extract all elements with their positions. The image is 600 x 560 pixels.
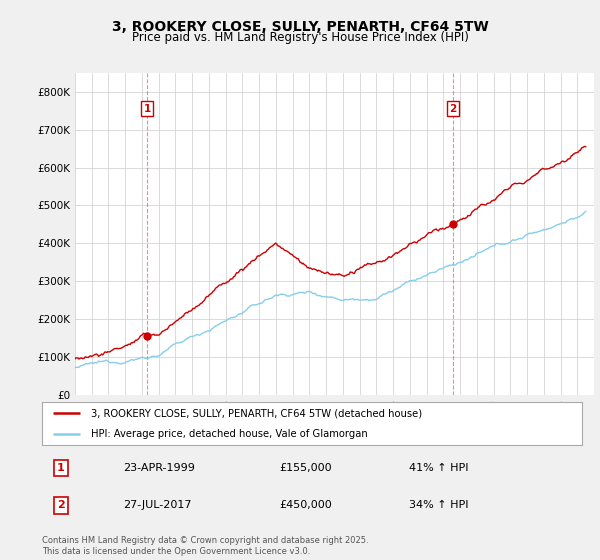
- Text: Contains HM Land Registry data © Crown copyright and database right 2025.
This d: Contains HM Land Registry data © Crown c…: [42, 536, 368, 556]
- Text: 27-JUL-2017: 27-JUL-2017: [123, 500, 191, 510]
- Text: 3, ROOKERY CLOSE, SULLY, PENARTH, CF64 5TW: 3, ROOKERY CLOSE, SULLY, PENARTH, CF64 5…: [112, 20, 488, 34]
- Text: 41% ↑ HPI: 41% ↑ HPI: [409, 463, 469, 473]
- Text: £450,000: £450,000: [280, 500, 332, 510]
- Text: 2: 2: [57, 500, 65, 510]
- Text: 3, ROOKERY CLOSE, SULLY, PENARTH, CF64 5TW (detached house): 3, ROOKERY CLOSE, SULLY, PENARTH, CF64 5…: [91, 408, 422, 418]
- Text: 1: 1: [143, 104, 151, 114]
- Text: Price paid vs. HM Land Registry's House Price Index (HPI): Price paid vs. HM Land Registry's House …: [131, 31, 469, 44]
- Text: £155,000: £155,000: [280, 463, 332, 473]
- Text: 23-APR-1999: 23-APR-1999: [123, 463, 195, 473]
- Text: 2: 2: [449, 104, 457, 114]
- Text: 1: 1: [57, 463, 65, 473]
- Text: HPI: Average price, detached house, Vale of Glamorgan: HPI: Average price, detached house, Vale…: [91, 430, 367, 439]
- Text: 34% ↑ HPI: 34% ↑ HPI: [409, 500, 469, 510]
